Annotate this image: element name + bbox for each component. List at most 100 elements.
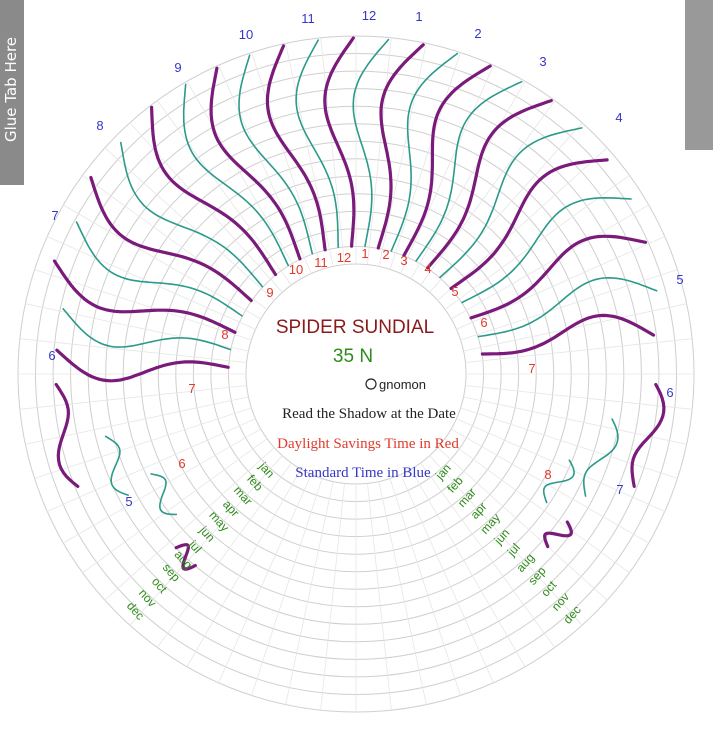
standard-hour-label: 7 — [616, 482, 623, 497]
hour-curve-short — [54, 382, 80, 488]
standard-hour-label: 1 — [415, 9, 422, 24]
standard-hour-label: 12 — [362, 8, 376, 23]
hour-curve — [182, 83, 289, 267]
dst-hour-label: 7 — [528, 361, 535, 376]
radial-guide — [410, 469, 526, 667]
sundial-title: SPIDER SUNDIAL — [276, 317, 434, 338]
radial-guide — [156, 462, 292, 648]
instruction-standard-blue: Standard Time in Blue — [295, 465, 431, 481]
month-labels: janfebmaraprmayjunjulaugsepoctnovdecjanf… — [124, 459, 584, 627]
standard-hour-label: 8 — [96, 118, 103, 133]
instruction-read-shadow: Read the Shadow at the Date — [282, 406, 456, 422]
radial-guide — [378, 43, 427, 267]
standard-hour-label: 6 — [48, 348, 55, 363]
hour-curve-short — [104, 435, 129, 496]
dst-hour-label: 6 — [178, 456, 185, 471]
radial-guide — [463, 303, 687, 352]
hour-curve-short — [174, 543, 197, 571]
instruction-dst-red: Daylight Savings Time in Red — [277, 436, 459, 452]
dst-hour-label: 7 — [188, 381, 195, 396]
hour-curve — [352, 38, 390, 248]
hour-curve — [426, 99, 553, 270]
radial-guide — [444, 438, 630, 574]
right-glue-tab — [685, 0, 713, 150]
radial-guide — [186, 469, 302, 667]
radial-guide — [63, 204, 261, 320]
radial-guide — [460, 407, 678, 479]
radial-guide — [34, 269, 252, 341]
radial-guide — [400, 474, 494, 683]
radial-guide — [367, 37, 392, 265]
radial-guide — [251, 52, 323, 270]
hour-curve — [390, 52, 459, 252]
radial-guide — [129, 455, 283, 626]
radial-guide — [465, 338, 693, 363]
latitude-label: 35 N — [333, 346, 373, 367]
dst-hour-label: 12 — [337, 250, 351, 265]
radial-guide — [285, 43, 334, 267]
radial-guides — [18, 36, 694, 712]
hour-curve — [477, 276, 658, 338]
hour-curve — [238, 54, 314, 255]
hour-curve — [209, 66, 302, 261]
hour-curve — [469, 234, 648, 320]
hour-curve — [449, 158, 609, 290]
dst-hour-label: 8 — [544, 467, 551, 482]
radial-guide — [218, 65, 312, 274]
radial-guide — [456, 236, 665, 330]
standard-hour-label: 5 — [676, 272, 683, 287]
hour-curve — [150, 105, 278, 277]
hour-curve — [323, 36, 356, 248]
hour-curve-short — [542, 459, 575, 504]
radial-guide — [251, 478, 323, 696]
hour-curve-short — [630, 382, 666, 488]
dst-hour-label: 9 — [266, 285, 273, 300]
radial-guide — [420, 462, 556, 648]
hour-curve — [415, 80, 523, 262]
radial-guide — [389, 52, 461, 270]
radial-guide — [47, 418, 256, 512]
hour-curve — [120, 141, 264, 288]
radial-guide — [460, 269, 678, 341]
hour-curve — [295, 39, 339, 248]
radial-guide — [320, 483, 345, 711]
radial-guide — [437, 147, 608, 301]
radial-guide — [218, 474, 312, 683]
dst-hour-label: 2 — [382, 247, 389, 262]
standard-hour-label: 9 — [174, 60, 181, 75]
radial-guide — [437, 447, 608, 601]
radial-guide — [186, 81, 302, 279]
radial-guide — [320, 37, 345, 265]
radial-guide — [104, 447, 275, 601]
hour-curve-short — [150, 473, 178, 516]
radial-guide — [156, 100, 292, 286]
radial-guide — [82, 438, 268, 574]
radial-guide — [389, 478, 461, 696]
dst-hour-label: 10 — [289, 262, 303, 277]
radial-guide — [285, 481, 334, 705]
radial-guide — [400, 65, 494, 274]
dst-hour-label: 4 — [424, 261, 431, 276]
hour-curve — [402, 64, 492, 257]
hour-curve — [52, 259, 237, 334]
radial-guide — [429, 455, 583, 626]
hour-curve — [265, 44, 327, 252]
radial-guide — [410, 81, 526, 279]
radial-guide — [104, 147, 275, 301]
radial-guide — [456, 418, 665, 512]
dst-hour-label: 1 — [361, 246, 368, 261]
standard-hour-label: 5 — [125, 494, 132, 509]
radial-guide — [19, 338, 247, 363]
dst-hour-label: 11 — [314, 255, 328, 270]
hour-curves — [52, 36, 666, 571]
standard-hour-label: 11 — [301, 11, 315, 26]
hour-curve — [376, 43, 425, 250]
hour-curve — [75, 221, 243, 317]
hour-curve — [62, 308, 232, 351]
radial-guide — [63, 428, 261, 544]
radial-guide — [19, 385, 247, 410]
gnomon-label: gnomon — [379, 377, 426, 392]
radial-guide — [420, 100, 556, 286]
